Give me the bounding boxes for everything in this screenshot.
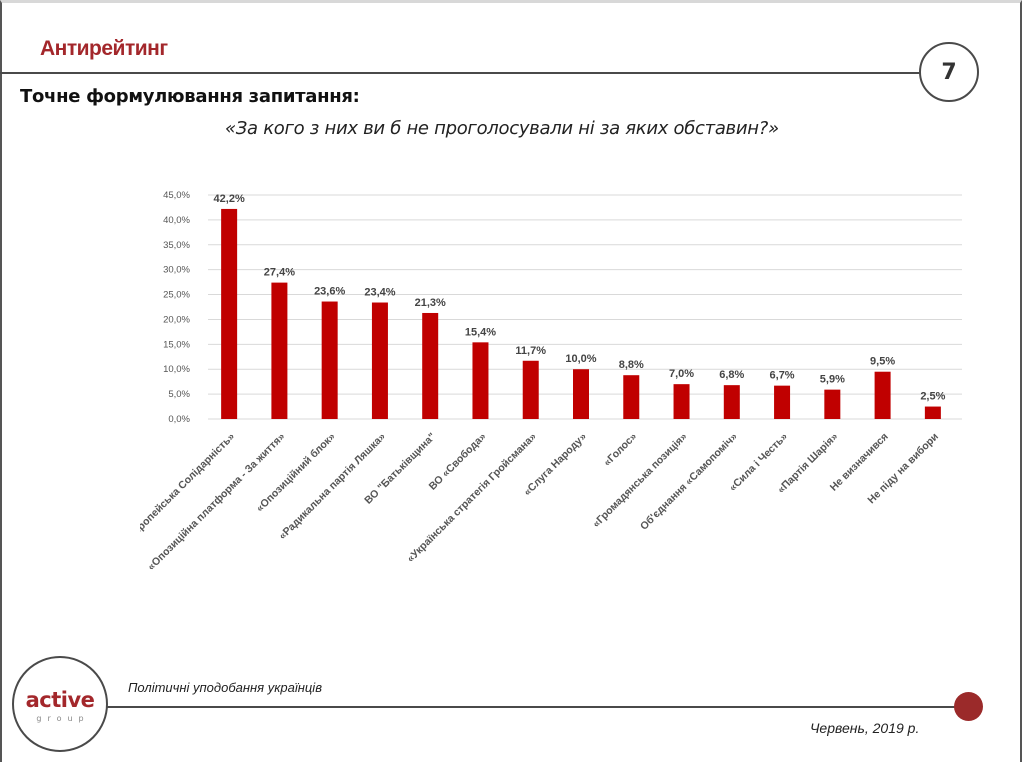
data-label: 6,7%	[770, 370, 795, 382]
bar	[874, 371, 891, 419]
bar	[371, 302, 388, 419]
data-label: 15,4%	[465, 326, 496, 338]
y-tick-label: 10,0%	[163, 364, 190, 375]
data-labels: 42,2% 27,4% 23,6% 23,4% 21,3% 15,4% 11,7% 10,0%…	[214, 193, 946, 403]
data-label: 23,6%	[314, 286, 345, 298]
page-number: 7	[941, 59, 957, 85]
y-tick-label: 30,0%	[163, 265, 190, 276]
footer-date: Червень, 2019 р.	[810, 720, 920, 736]
y-tick-label: 40,0%	[163, 215, 190, 226]
bar	[522, 360, 539, 419]
bar	[271, 282, 288, 419]
data-label: 27,4%	[264, 267, 295, 279]
bar	[623, 375, 640, 419]
y-tick-label: 25,0%	[163, 290, 190, 301]
y-tick-label: 15,0%	[163, 339, 190, 350]
bar	[321, 301, 338, 419]
data-label: 42,2%	[214, 193, 245, 205]
bar	[774, 385, 791, 419]
footer-subtitle: Політичні уподобання українців	[128, 680, 322, 695]
bar-chart: 0,0% 5,0% 10,0% 15,0% 20,0% 25,0% 30,0% 35,0% 40…	[140, 190, 962, 573]
data-label: 8,8%	[619, 359, 644, 371]
slide-title: Антирейтинг	[40, 37, 168, 60]
y-tick-label: 20,0%	[163, 314, 190, 325]
x-category-label: Об'єднання «Самопоміч»	[638, 431, 740, 533]
bar	[723, 385, 740, 419]
data-label: 9,5%	[870, 356, 895, 368]
data-label: 10,0%	[565, 353, 596, 365]
data-label: 21,3%	[415, 297, 446, 309]
bars	[221, 208, 941, 419]
bar	[824, 389, 841, 419]
bar	[673, 384, 690, 419]
logo-text-active: active	[25, 688, 95, 712]
bar	[422, 312, 439, 419]
y-tick-label: 35,0%	[163, 240, 190, 251]
footer-divider	[100, 706, 970, 708]
x-category-label: «Радикальна партія Ляшка»	[277, 431, 389, 543]
question-text: «За кого з них ви б не проголосували ні …	[225, 118, 779, 139]
data-label: 5,9%	[820, 374, 845, 386]
header-divider	[0, 72, 920, 74]
y-tick-label: 45,0%	[163, 190, 190, 201]
y-tick-label: 5,0%	[168, 389, 190, 400]
bar	[924, 406, 941, 419]
x-category-label: «Голос»	[601, 431, 639, 469]
data-label: 7,0%	[669, 368, 694, 380]
question-label: Точне формулювання запитання:	[20, 86, 360, 107]
page-number-badge: 7	[919, 42, 979, 102]
y-axis-ticks: 0,0% 5,0% 10,0% 15,0% 20,0% 25,0% 30,0% 35,0% 40…	[163, 190, 190, 425]
data-label: 2,5%	[920, 391, 945, 403]
data-label: 23,4%	[364, 287, 395, 299]
data-label: 6,8%	[719, 369, 744, 381]
bar	[221, 208, 238, 419]
bar	[472, 342, 489, 419]
data-label: 11,7%	[515, 345, 546, 357]
x-category-label: «Громадянська позиція»	[590, 431, 690, 531]
footer-dot	[954, 692, 983, 721]
logo-text-group: group	[36, 714, 90, 723]
y-tick-label: 0,0%	[168, 414, 190, 425]
bar	[573, 369, 589, 419]
x-axis-labels: «Європейська Солідарність»«Опозиційна пл…	[140, 431, 941, 573]
company-logo: active group	[12, 656, 108, 752]
